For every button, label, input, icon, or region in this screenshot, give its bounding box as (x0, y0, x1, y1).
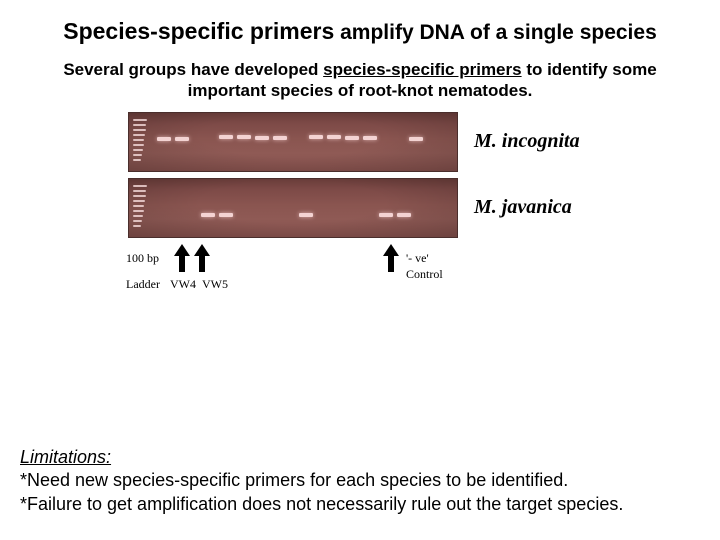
gel-band (409, 137, 423, 141)
limitations-block: Limitations: *Need new species-specific … (20, 446, 692, 516)
ladder-lane-2 (133, 181, 147, 235)
ladder-lane-1 (133, 115, 147, 169)
label-neg-ve: '- ve' (406, 252, 429, 266)
gel-band (175, 137, 189, 141)
title-rest: amplify DNA of a single species (334, 21, 657, 44)
arrow-vw4-icon (174, 244, 190, 272)
gel-image-incognita (128, 112, 458, 172)
gel-band (345, 136, 359, 140)
gel-band (363, 136, 377, 140)
arrows-row: 100 bp Ladder VW4 VW5 '- ve' Control (110, 244, 610, 308)
arrow-vw5-icon (194, 244, 210, 272)
gel-band (397, 213, 411, 217)
arrow-neg-control-icon (383, 244, 399, 272)
gel-label-incognita: M. incognita (474, 130, 580, 153)
gel-band (157, 137, 171, 141)
gel-image-javanica (128, 178, 458, 238)
gel-band (219, 213, 233, 217)
gel-band (255, 136, 269, 140)
gel-band (379, 213, 393, 217)
subtitle-pre: Several groups have developed (63, 60, 323, 79)
gel-area: M. incognita M. javanica 100 bp Ladder V… (110, 112, 610, 308)
gel-label-javanica: M. javanica (474, 196, 572, 219)
gel-row-1: M. incognita (110, 112, 610, 172)
limitations-heading: Limitations: (20, 447, 111, 467)
limitations-line2: *Failure to get amplification does not n… (20, 494, 623, 514)
subtitle: Several groups have developed species-sp… (28, 59, 692, 102)
gel-row-2: M. javanica (110, 178, 610, 238)
gel-band (201, 213, 215, 217)
label-100bp: 100 bp (126, 252, 159, 266)
gel-band (309, 135, 323, 139)
gel-band (273, 136, 287, 140)
title-bold: Species-specific primers (63, 18, 334, 44)
gel-band (219, 135, 233, 139)
subtitle-underline: species-specific primers (323, 60, 521, 79)
label-neg-control: Control (406, 268, 443, 282)
label-vw5: VW5 (202, 278, 228, 292)
label-vw4: VW4 (170, 278, 196, 292)
label-ladder: Ladder (126, 278, 160, 292)
gel-band (299, 213, 313, 217)
limitations-line1: *Need new species-specific primers for e… (20, 470, 568, 490)
gel-band (327, 135, 341, 139)
slide-title: Species-specific primers amplify DNA of … (28, 18, 692, 45)
gel-band (237, 135, 251, 139)
